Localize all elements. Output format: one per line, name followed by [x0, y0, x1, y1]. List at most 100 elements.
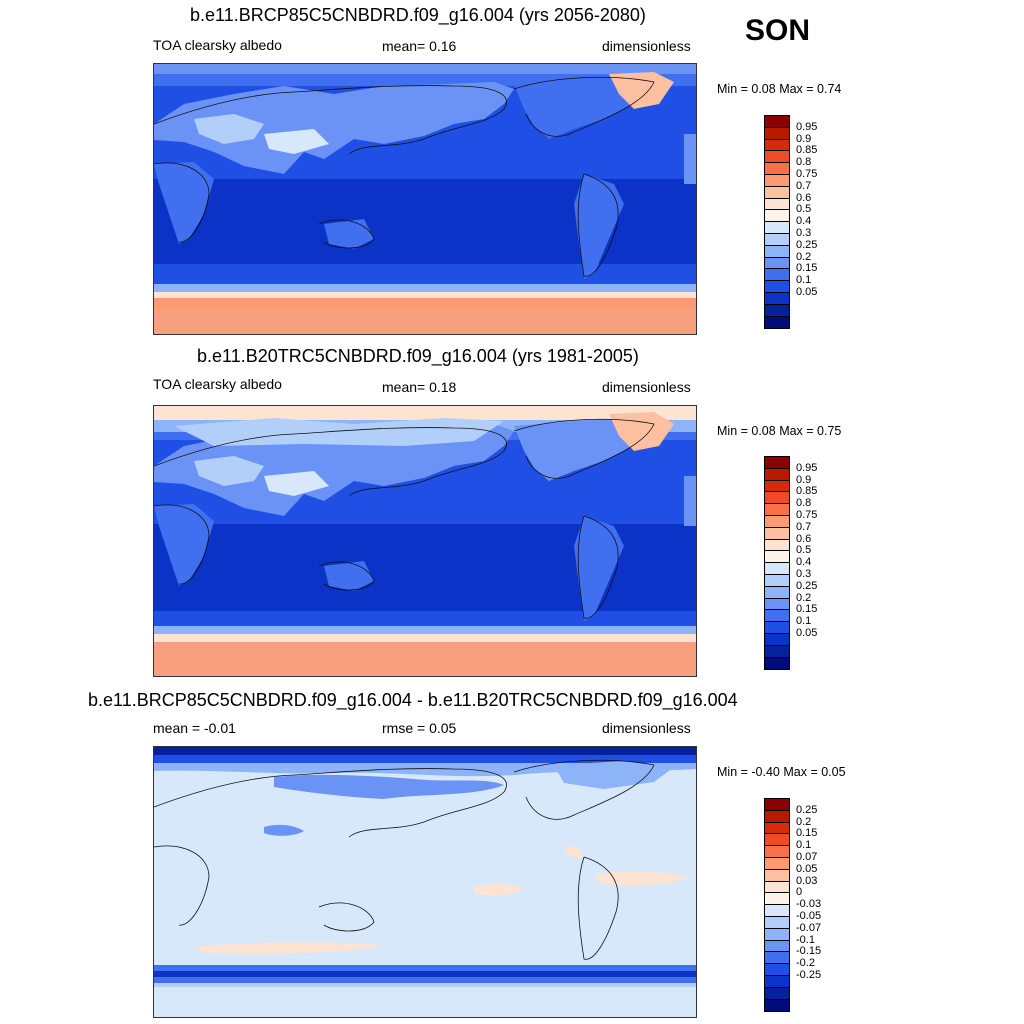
colorbar-segment — [765, 846, 789, 858]
colorbar-tick-label: 0 — [796, 886, 803, 899]
panel-2-variable-label: TOA clearsky albedo — [153, 376, 282, 392]
colorbar-segment — [765, 645, 789, 658]
panel-1-minmax: Min = 0.08 Max = 0.74 — [717, 82, 842, 96]
colorbar-segment — [765, 515, 789, 528]
colorbar-tick-label: -0.05 — [796, 910, 822, 922]
colorbar-tick-label: 0.05 — [796, 286, 818, 298]
colorbar-segment — [765, 245, 789, 258]
panel-1-title: b.e11.BRCP85C5CNBDRD.f09_g16.004 (yrs 20… — [190, 5, 646, 25]
panel-2-minmax: Min = 0.08 Max = 0.75 — [717, 424, 842, 438]
colorbar-tick-label: -0.25 — [796, 969, 822, 981]
colorbar-segment — [765, 269, 789, 282]
colorbar-tick-label: 0.25 — [796, 579, 818, 592]
colorbar-segment — [765, 928, 789, 941]
colorbar-segment — [765, 916, 789, 929]
colorbar-tick-label: 0.25 — [796, 803, 818, 816]
panel-3-mean-label: mean = -0.01 — [153, 720, 236, 736]
colorbar-tick-label: 0.05 — [796, 627, 818, 639]
panel-2-units-label: dimensionless — [602, 379, 691, 395]
colorbar-tick-label: 0.95 — [796, 461, 818, 474]
colorbar-segment — [765, 480, 789, 493]
colorbar-tick-label: 0.6 — [796, 191, 812, 204]
panel-2-colorbar — [764, 456, 790, 671]
colorbar-segment — [765, 139, 789, 152]
colorbar-segment — [765, 539, 789, 552]
colorbar-segment — [765, 198, 789, 211]
colorbar-segment — [765, 857, 789, 870]
colorbar-segment — [765, 633, 789, 646]
colorbar-tick-label: -0.1 — [796, 933, 815, 946]
colorbar-segment — [765, 799, 789, 811]
colorbar-tick-label: 0.8 — [796, 497, 812, 510]
panel-3-units-label: dimensionless — [602, 720, 691, 736]
panel-1-map — [153, 63, 697, 335]
panel-3-rmse-label: rmse = 0.05 — [382, 720, 457, 736]
colorbar-segment — [765, 186, 789, 199]
panel-3-colorbar — [764, 798, 790, 1013]
colorbar-tick-label: 0.75 — [796, 168, 818, 180]
colorbar-tick-label: 0.75 — [796, 509, 818, 521]
colorbar-segment — [765, 952, 789, 965]
colorbar-tick-label: 0.15 — [796, 262, 818, 275]
colorbar-segment — [765, 893, 789, 906]
colorbar-tick-label: 0.9 — [796, 132, 812, 145]
panel-2-title: b.e11.B20TRC5CNBDRD.f09_g16.004 (yrs 198… — [197, 346, 639, 366]
colorbar-tick-label: 0.5 — [796, 203, 812, 216]
colorbar-tick-label: 0.3 — [796, 227, 812, 239]
colorbar-segment — [765, 905, 789, 917]
colorbar-segment — [765, 881, 789, 894]
colorbar-segment — [765, 292, 789, 305]
colorbar-tick-label: 0.7 — [796, 520, 812, 533]
colorbar-tick-label: -0.03 — [796, 898, 822, 911]
colorbar-tick-label: 0.2 — [796, 591, 812, 604]
colorbar-segment — [765, 834, 789, 847]
colorbar-segment — [765, 281, 789, 293]
colorbar-segment — [765, 563, 789, 575]
colorbar-segment — [765, 940, 789, 953]
panel-3-map — [153, 746, 697, 1018]
colorbar-segment — [765, 316, 789, 329]
colorbar-tick-label: 0.7 — [796, 179, 812, 192]
colorbar-segment — [765, 210, 789, 223]
colorbar-segment — [765, 598, 789, 611]
colorbar-segment — [765, 151, 789, 164]
colorbar-tick-label: 0.5 — [796, 544, 812, 557]
colorbar-segment — [765, 987, 789, 1000]
colorbar-segment — [765, 457, 789, 469]
panel-3-minmax: Min = -0.40 Max = 0.05 — [717, 765, 846, 779]
colorbar-segment — [765, 822, 789, 835]
colorbar-tick-label: -0.07 — [796, 921, 822, 934]
colorbar-tick-label: 0.85 — [796, 485, 818, 498]
colorbar-segment — [765, 174, 789, 187]
colorbar-tick-label: -0.2 — [796, 957, 815, 970]
colorbar-segment — [765, 233, 789, 246]
colorbar-tick-label: 0.07 — [796, 851, 818, 863]
colorbar-tick-label: 0.3 — [796, 568, 812, 580]
colorbar-tick-label: 0.6 — [796, 532, 812, 545]
colorbar-tick-label: -0.15 — [796, 945, 822, 958]
colorbar-segment — [765, 527, 789, 540]
panel-1-mean-label: mean= 0.16 — [382, 38, 457, 54]
colorbar-segment — [765, 163, 789, 175]
colorbar-segment — [765, 810, 789, 823]
colorbar-tick-label: 0.1 — [796, 839, 812, 852]
colorbar-segment — [765, 504, 789, 516]
colorbar-segment — [765, 257, 789, 270]
colorbar-segment — [765, 610, 789, 623]
colorbar-tick-label: 0.95 — [796, 120, 818, 133]
colorbar-segment — [765, 586, 789, 599]
colorbar-segment — [765, 304, 789, 317]
colorbar-tick-label: 0.2 — [796, 250, 812, 263]
panel-2-map — [153, 405, 697, 677]
panel-3-title: b.e11.BRCP85C5CNBDRD.f09_g16.004 - b.e11… — [88, 690, 738, 710]
panel-1-colorbar — [764, 115, 790, 330]
colorbar-tick-label: 0.4 — [796, 215, 812, 228]
colorbar-tick-label: 0.25 — [796, 238, 818, 251]
colorbar-tick-label: 0.2 — [796, 815, 812, 828]
colorbar-segment — [765, 975, 789, 988]
colorbar-tick-label: 0.1 — [796, 274, 812, 287]
colorbar-tick-label: 0.15 — [796, 827, 818, 840]
colorbar-tick-label: 0.03 — [796, 874, 818, 887]
panel-1-units-label: dimensionless — [602, 38, 691, 54]
colorbar-segment — [765, 622, 789, 634]
